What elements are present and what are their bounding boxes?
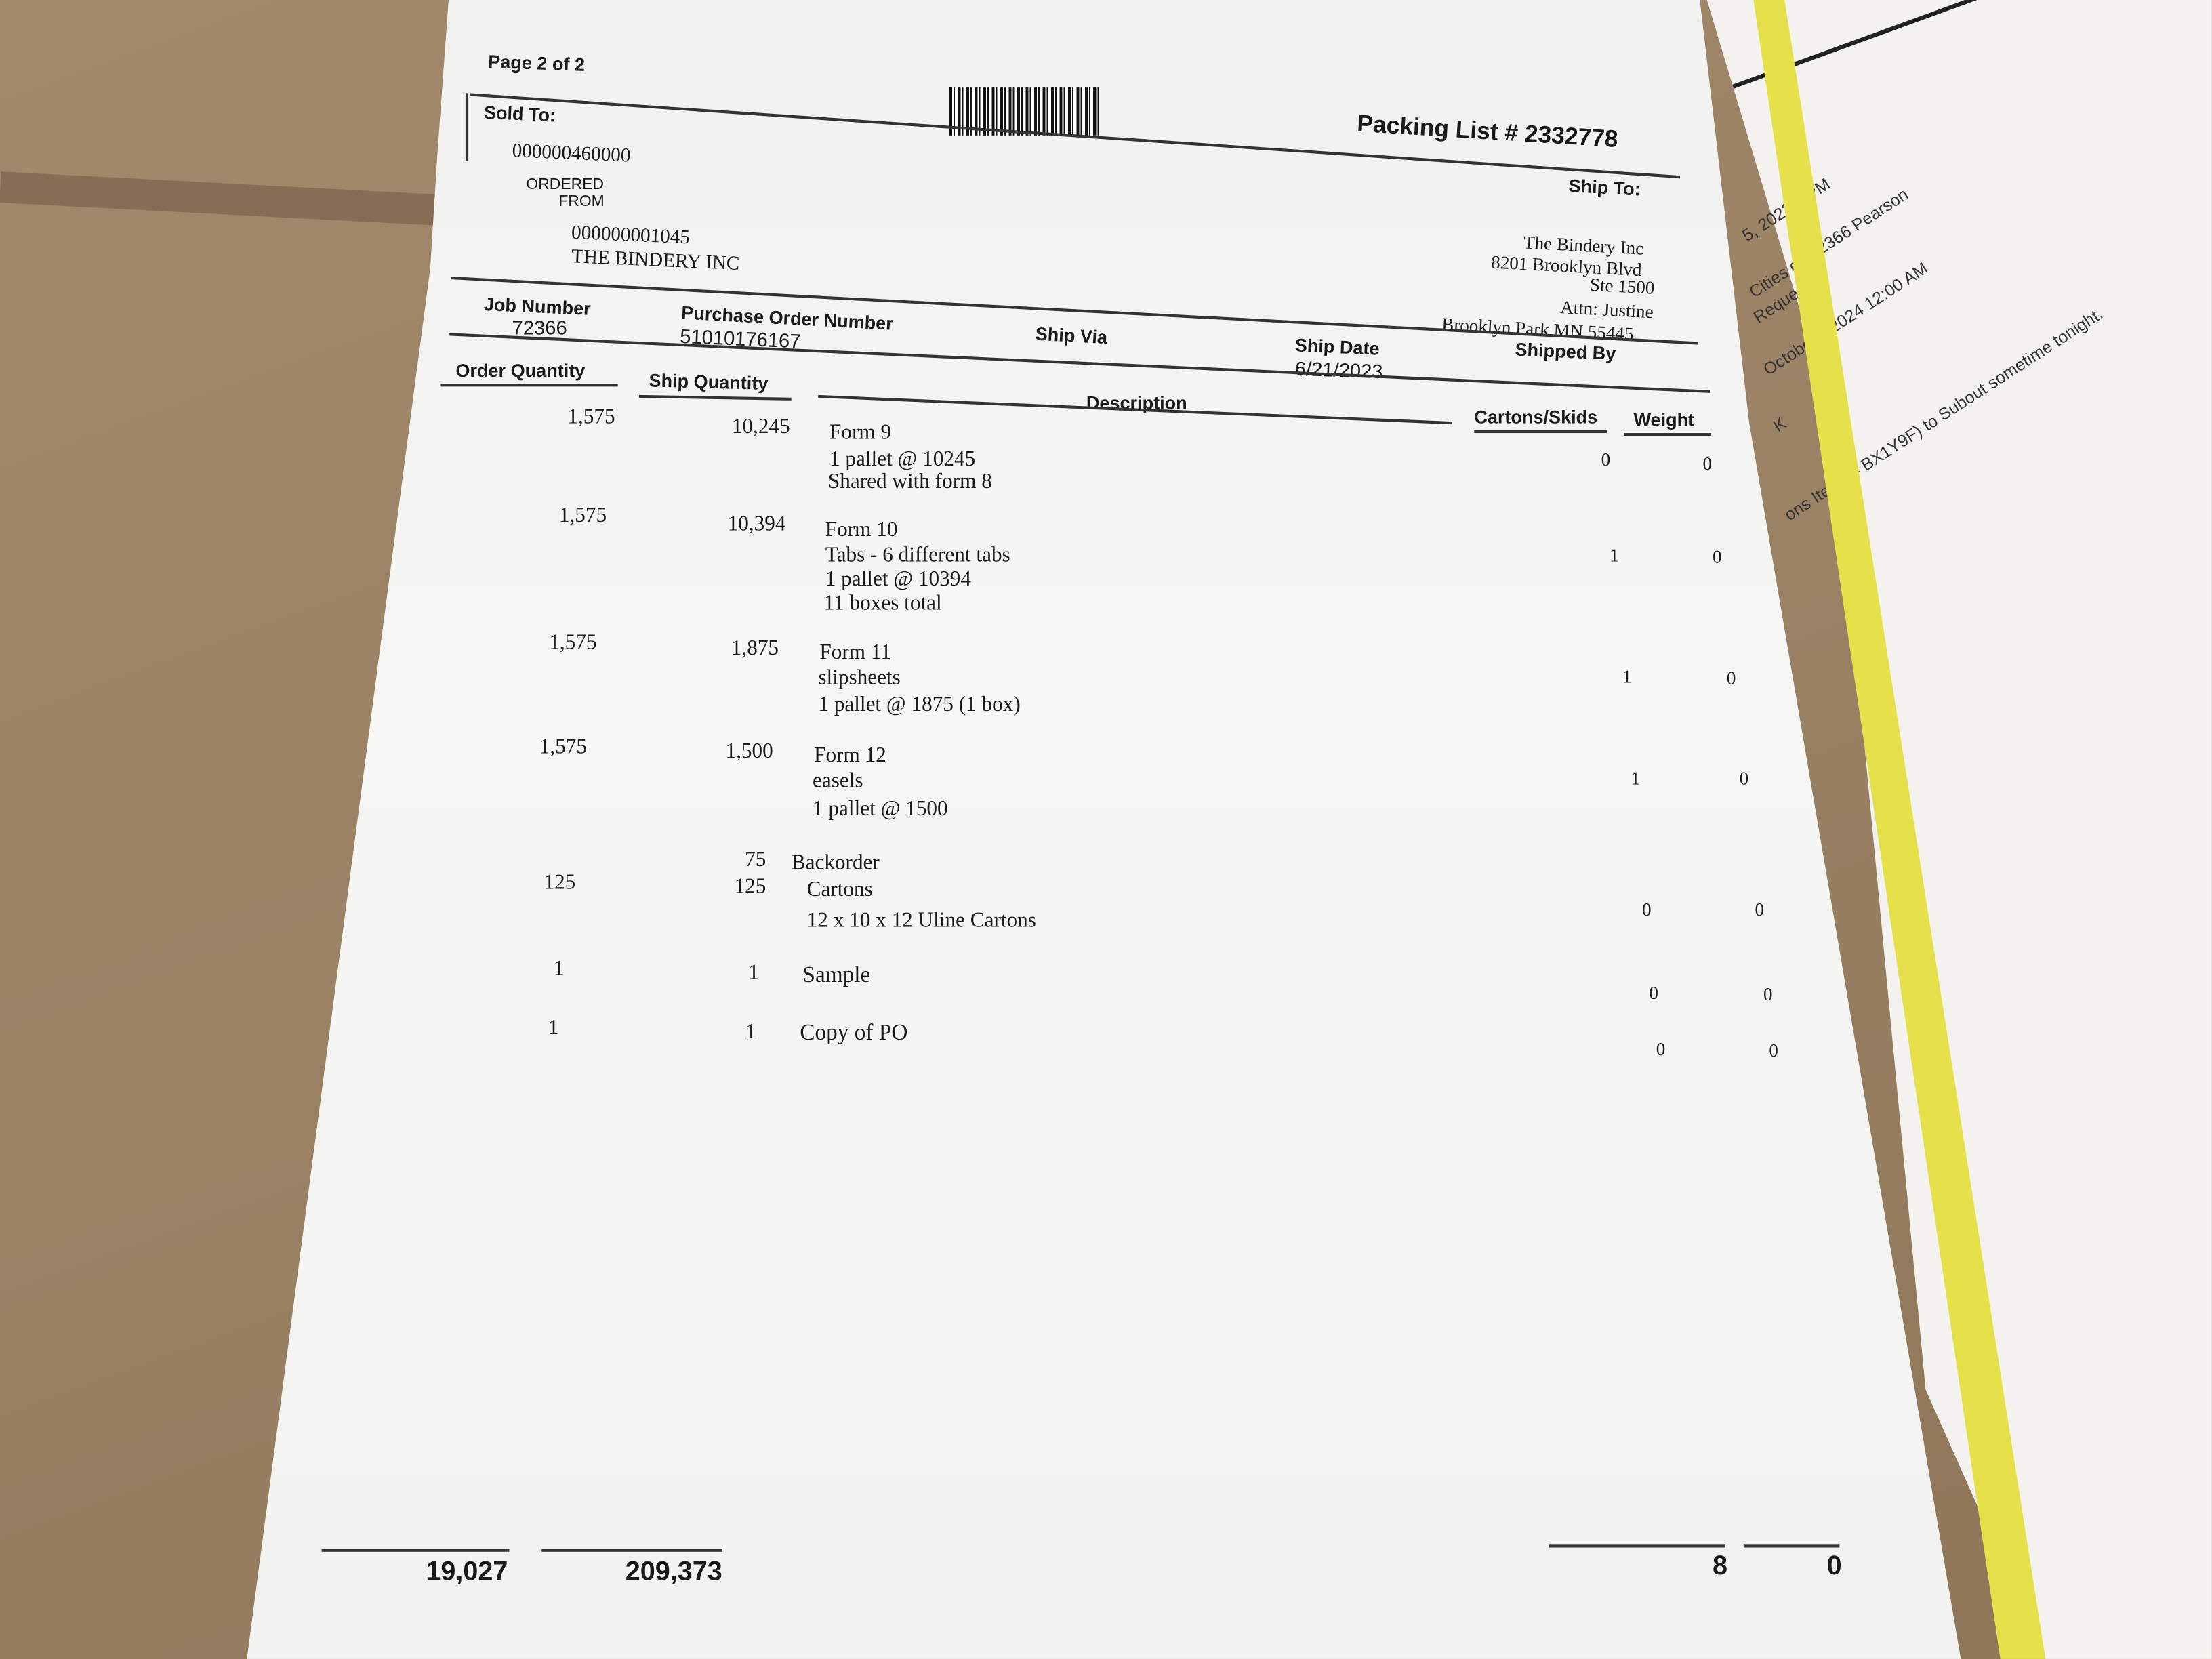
ship-to-label: Ship To: — [1568, 175, 1641, 200]
ship-qty: 1,875 — [731, 637, 779, 661]
sold-to-label: Sold To: — [483, 101, 556, 126]
description-line: slipsheets — [818, 667, 901, 690]
ship-date: 6/21/2023 — [1294, 356, 1384, 383]
cartons: 1 — [1631, 767, 1640, 789]
cartons: 0 — [1649, 981, 1658, 1004]
shipped-by-label: Shipped By — [1514, 338, 1617, 365]
description-line: Sample — [802, 963, 871, 988]
description-line: easels — [813, 770, 863, 793]
total-cartons: 8 — [1713, 1551, 1728, 1582]
weight: 0 — [1702, 453, 1713, 474]
ship-qty: 1,500 — [725, 740, 773, 764]
total-rule — [321, 1549, 510, 1552]
ship-via-label: Ship Via — [1035, 323, 1108, 348]
order-qty: 1,575 — [558, 505, 607, 528]
description-line: Tabs - 6 different tabs — [825, 544, 1010, 567]
ordered-from-label: FROM — [558, 193, 605, 211]
ship-date-label: Ship Date — [1294, 334, 1380, 359]
order-qty: 1,575 — [539, 736, 587, 759]
description-line: 1 pallet @ 1500 — [813, 798, 948, 821]
ship-to-line: Ste 1500 — [1589, 273, 1656, 299]
weight: 0 — [1726, 667, 1736, 689]
cardboard-seam — [0, 171, 452, 226]
backorder-label: Backorder — [791, 852, 880, 875]
description-line: 1 pallet @ 10394 — [825, 568, 971, 592]
total-order-qty: 19,027 — [426, 1557, 508, 1587]
job-number: 72366 — [512, 316, 567, 339]
ship-qty: 10,245 — [731, 416, 790, 439]
order-qty: 125 — [544, 872, 576, 895]
ship-qty: 10,394 — [727, 513, 786, 537]
total-weight: 0 — [1826, 1551, 1842, 1582]
total-rule — [541, 1549, 722, 1552]
cartons: 0 — [1656, 1038, 1666, 1060]
col-weight: Weight — [1633, 409, 1695, 430]
col-underline — [440, 384, 618, 387]
cartons: 1 — [1622, 665, 1632, 687]
weight: 0 — [1739, 767, 1749, 789]
description-line: Cartons — [806, 878, 873, 902]
ship-qty: 125 — [734, 876, 766, 899]
description-line: Form 11 — [819, 642, 891, 665]
cartons: 0 — [1641, 898, 1652, 920]
description-line: 11 boxes total — [823, 592, 942, 615]
description-line: Shared with form 8 — [827, 471, 992, 494]
col-underline — [1474, 430, 1607, 434]
underlying-text: K — [1769, 413, 1790, 436]
page-number: Page 2 of 2 — [487, 50, 586, 76]
description-line: Form 9 — [829, 422, 892, 445]
total-ship-qty: 209,373 — [625, 1557, 722, 1587]
weight: 0 — [1763, 983, 1773, 1005]
backorder-qty: 75 — [745, 849, 766, 872]
description-line: Form 10 — [825, 519, 898, 542]
ordered-from-label: ORDERED — [526, 176, 604, 194]
box-border-left — [465, 93, 469, 161]
col-underline — [1623, 433, 1711, 436]
total-rule — [1549, 1544, 1725, 1548]
total-rule — [1743, 1544, 1840, 1548]
description-line: 1 pallet @ 1875 (1 box) — [818, 694, 1021, 717]
weight: 0 — [1769, 1040, 1778, 1061]
order-qty: 1,575 — [567, 406, 615, 429]
cartons: 0 — [1601, 448, 1611, 470]
ship-qty: 1 — [745, 1021, 756, 1044]
col-cartons: Cartons/Skids — [1474, 406, 1598, 428]
ship-qty: 1 — [748, 962, 759, 985]
description-line: 1 pallet @ 10245 — [829, 448, 976, 472]
order-qty: 1 — [548, 1017, 559, 1040]
order-qty: 1 — [554, 958, 565, 981]
col-ship-quantity: Ship Quantity — [649, 369, 769, 394]
weight: 0 — [1713, 546, 1722, 567]
col-order-quantity: Order Quantity — [455, 359, 586, 382]
weight: 0 — [1755, 898, 1765, 920]
description-line: Copy of PO — [800, 1021, 908, 1046]
order-qty: 1,575 — [549, 632, 597, 655]
description-line: 12 x 10 x 12 Uline Cartons — [806, 909, 1036, 933]
description-line: Form 12 — [814, 745, 886, 768]
cartons: 1 — [1610, 544, 1619, 566]
